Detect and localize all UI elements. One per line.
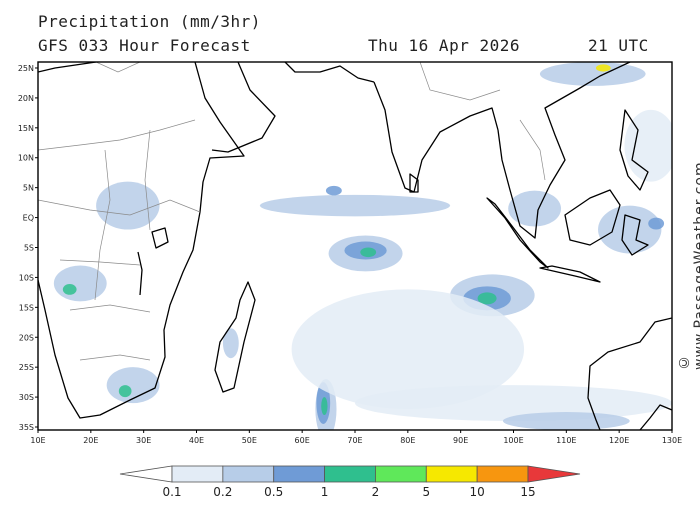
legend-colorbar	[119, 465, 581, 483]
precip-area	[360, 247, 377, 258]
lat-label: 25S	[19, 363, 34, 372]
legend-swatch	[375, 465, 427, 483]
precip-area	[325, 185, 342, 196]
legend-swatch	[476, 465, 529, 483]
precip-area	[96, 181, 160, 230]
legend-swatch	[425, 465, 478, 483]
lat-label: EQ	[23, 214, 34, 223]
precipitation-legend: 0.1 0.2 0.5 1 2 5 10 15	[119, 465, 581, 499]
legend-swatch	[324, 465, 376, 483]
country-borders	[38, 62, 546, 361]
precip-area	[502, 412, 630, 430]
lake-victoria	[151, 227, 169, 249]
lon-label: 90E	[453, 436, 468, 445]
lat-label: 5S	[24, 243, 34, 252]
lat-label: 30S	[19, 393, 34, 402]
legend-swatch	[171, 465, 224, 483]
precipitation-map: 25N 20N 15N 10N 5N EQ 5S 10S 15S 20S 25S 30S 35S 10E…	[18, 61, 682, 445]
arabia-coastline	[211, 62, 276, 153]
legend-swatch	[273, 465, 325, 483]
forecast-date: Thu 16 Apr 2026	[368, 36, 520, 55]
precip-area	[648, 217, 665, 230]
lon-label: 100E	[503, 436, 523, 445]
lat-label: 25N	[18, 64, 34, 73]
precip-area	[477, 292, 497, 305]
precip-area	[598, 205, 662, 254]
legend-labels: 0.1 0.2 0.5 1 2 5 10 15	[162, 485, 535, 499]
precip-area	[595, 64, 611, 72]
legend-threshold: 2	[372, 485, 380, 499]
lat-label: 15N	[18, 124, 34, 133]
java-coastline	[539, 265, 601, 283]
precip-area	[321, 397, 328, 416]
lon-label: 20E	[83, 436, 98, 445]
lat-label: 5N	[23, 184, 34, 193]
lat-label: 10S	[19, 273, 34, 282]
map-title: Precipitation (mm/3hr)	[38, 12, 261, 31]
lon-label: 110E	[556, 436, 576, 445]
precip-area	[539, 62, 646, 86]
lon-label: 40E	[189, 436, 204, 445]
longitude-labels: 10E 20E 30E 40E 50E 60E 70E 80E 90E 100E 110E 120E 1…	[30, 430, 682, 445]
lat-label: 15S	[19, 303, 34, 312]
legend-threshold: 10	[470, 485, 485, 499]
lat-label: 20N	[18, 94, 34, 103]
legend-threshold: 0.5	[264, 485, 283, 499]
indochina-coastline	[497, 62, 631, 239]
legend-threshold: 15	[520, 485, 535, 499]
philippines-coastline	[619, 109, 649, 191]
india-coastline	[373, 81, 499, 193]
legend-threshold: 0.2	[213, 485, 232, 499]
legend-swatch	[527, 465, 581, 483]
australia-coastline	[587, 317, 672, 430]
precip-area	[222, 328, 239, 359]
precip-area	[355, 385, 672, 422]
lon-label: 30E	[136, 436, 151, 445]
precip-area	[118, 385, 132, 398]
legend-threshold: 0.1	[162, 485, 181, 499]
lon-label: 70E	[347, 436, 362, 445]
sulawesi-coastline	[621, 214, 649, 256]
precip-area	[259, 194, 451, 217]
srilanka-coastline	[409, 173, 419, 193]
lat-label: 20S	[19, 333, 34, 342]
precip-area	[53, 265, 107, 302]
precip-area	[508, 190, 562, 227]
forecast-time: 21 UTC	[588, 36, 649, 55]
lon-label: 10E	[30, 436, 45, 445]
lon-label: 50E	[242, 436, 257, 445]
legend-swatch	[119, 465, 173, 483]
africa-coastline	[38, 62, 245, 419]
precip-area	[62, 283, 77, 295]
lake-tanganyika	[137, 251, 143, 296]
lon-label: 120E	[609, 436, 629, 445]
precip-area	[291, 289, 525, 410]
forecast-hour: GFS 033 Hour Forecast	[38, 36, 251, 55]
lon-label: 130E	[662, 436, 682, 445]
precip-area	[106, 367, 160, 404]
legend-threshold: 1	[321, 485, 329, 499]
sumatra-coastline	[486, 197, 549, 269]
legend-threshold: 5	[422, 485, 430, 499]
borneo-coastline	[564, 189, 621, 246]
lat-label: 10N	[18, 154, 34, 163]
latitude-labels: 25N 20N 15N 10N 5N EQ 5S 10S 15S 20S 25S 30S 35S	[18, 64, 38, 432]
lat-label: 35S	[19, 423, 34, 432]
legend-swatch	[222, 465, 275, 483]
madagascar-coastline	[214, 281, 256, 393]
site-credit: © www.PassageWeather.com	[676, 161, 700, 370]
coastlines	[38, 62, 672, 430]
lon-label: 80E	[400, 436, 415, 445]
gulf-coastline	[284, 62, 375, 83]
lon-label: 60E	[295, 436, 310, 445]
